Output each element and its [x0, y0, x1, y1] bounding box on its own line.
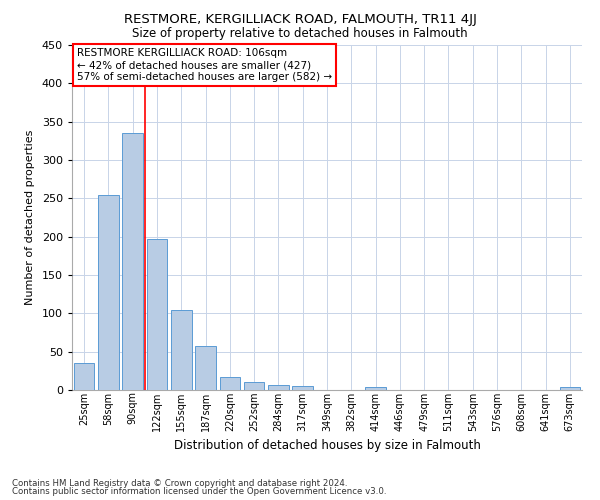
Text: Size of property relative to detached houses in Falmouth: Size of property relative to detached ho… — [132, 28, 468, 40]
Bar — [244, 382, 265, 390]
X-axis label: Distribution of detached houses by size in Falmouth: Distribution of detached houses by size … — [173, 439, 481, 452]
Bar — [268, 384, 289, 390]
Bar — [122, 133, 143, 390]
Bar — [220, 377, 240, 390]
Bar — [146, 239, 167, 390]
Bar — [195, 346, 216, 390]
Bar — [74, 363, 94, 390]
Text: Contains HM Land Registry data © Crown copyright and database right 2024.: Contains HM Land Registry data © Crown c… — [12, 478, 347, 488]
Text: RESTMORE, KERGILLIACK ROAD, FALMOUTH, TR11 4JJ: RESTMORE, KERGILLIACK ROAD, FALMOUTH, TR… — [124, 12, 476, 26]
Text: RESTMORE KERGILLIACK ROAD: 106sqm
← 42% of detached houses are smaller (427)
57%: RESTMORE KERGILLIACK ROAD: 106sqm ← 42% … — [77, 48, 332, 82]
Y-axis label: Number of detached properties: Number of detached properties — [25, 130, 35, 305]
Bar — [292, 386, 313, 390]
Bar — [560, 387, 580, 390]
Bar — [98, 196, 119, 390]
Text: Contains public sector information licensed under the Open Government Licence v3: Contains public sector information licen… — [12, 487, 386, 496]
Bar — [365, 387, 386, 390]
Bar — [171, 310, 191, 390]
